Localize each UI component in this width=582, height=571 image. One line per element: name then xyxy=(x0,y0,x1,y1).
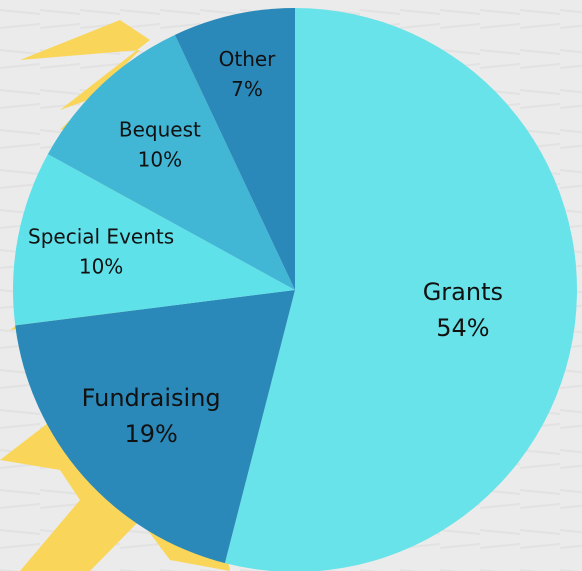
value-label: 10% xyxy=(138,148,182,172)
slice-label: Grants xyxy=(423,278,503,306)
slice-label: Bequest xyxy=(119,118,201,142)
value-label: 10% xyxy=(79,255,123,279)
value-label: 7% xyxy=(231,77,263,101)
chart: Grants 54% Fundraising 19% Special Events 10%… xyxy=(0,0,582,571)
slice-label: Fundraising xyxy=(82,384,221,412)
slice-label: Special Events xyxy=(28,225,174,249)
slice-label: Other xyxy=(219,47,277,71)
value-label: 54% xyxy=(436,314,489,342)
page: Grants 54% Fundraising 19% Special Events 10%… xyxy=(0,0,582,571)
value-label: 19% xyxy=(124,420,177,448)
